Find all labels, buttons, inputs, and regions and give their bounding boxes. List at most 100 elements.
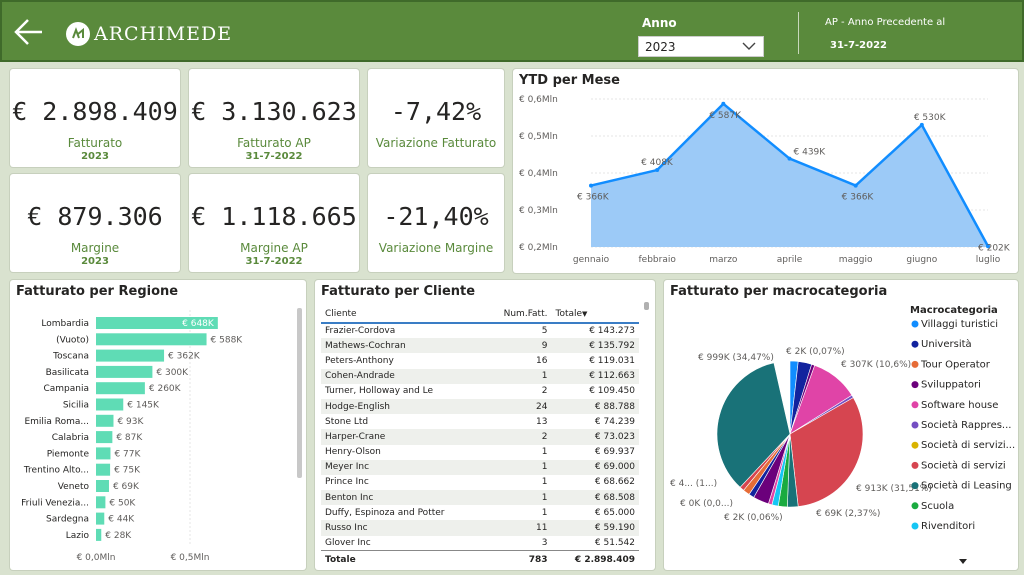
data-point[interactable] <box>787 156 792 161</box>
table-row[interactable]: Frazier-Cordova 5 € 143.273 <box>321 323 639 338</box>
kpi-margine-ap[interactable]: € 1.118.665 Margine AP 31-7-2022 <box>189 174 359 272</box>
legend-marker <box>911 502 919 510</box>
cell-numfatt: 11 <box>484 520 552 536</box>
chart-scrollbar[interactable] <box>297 308 302 478</box>
table-row[interactable]: Duffy, Espinoza and Potter 1 € 65.000 <box>321 505 639 520</box>
table-row[interactable]: Cohen-Andrade 1 € 112.663 <box>321 368 639 384</box>
legend-marker <box>911 421 919 429</box>
kpi-margine[interactable]: € 879.306 Margine 2023 <box>10 174 180 272</box>
cell-totale: € 69.000 <box>551 459 639 475</box>
bar[interactable] <box>96 528 102 541</box>
x-tick-label: luglio <box>976 255 1001 265</box>
kpi-value: € 2.898.409 <box>12 97 178 126</box>
slice-label: € 913K (31,51%) <box>856 484 932 494</box>
table-row[interactable]: Russo Inc 11 € 59.190 <box>321 520 639 536</box>
data-point[interactable] <box>655 168 660 173</box>
client-table: Cliente Num.Fatt. Totale▼ Frazier-Cordov… <box>321 305 639 569</box>
col-header-numfatt[interactable]: Num.Fatt. <box>484 305 552 324</box>
table-row[interactable]: Mathews-Cochran 9 € 135.792 <box>321 338 639 354</box>
bar[interactable] <box>96 349 165 362</box>
ytd-chart-panel[interactable]: YTD per Mese € 0,6Mln € 0,5Mln € 0,4Mln € 0… <box>513 69 1018 273</box>
table-scrollbar[interactable] <box>644 302 649 310</box>
table-row[interactable]: Hodge-English 24 € 88.788 <box>321 398 639 415</box>
data-label: € 362K <box>168 352 201 362</box>
legend-item[interactable]: Università <box>921 338 972 350</box>
table-row[interactable]: Benton Inc 1 € 68.508 <box>321 490 639 506</box>
legend-scroll-down-icon[interactable] <box>959 559 967 564</box>
data-point[interactable] <box>589 183 593 188</box>
legend-item[interactable]: Sviluppatori <box>921 380 981 391</box>
kpi-fatturato[interactable]: € 2.898.409 Fatturato 2023 <box>10 69 180 167</box>
bar[interactable] <box>96 414 114 427</box>
bar[interactable] <box>96 447 111 460</box>
table-row[interactable]: Peters-Anthony 16 € 119.031 <box>321 353 639 368</box>
pie-slice[interactable] <box>789 397 864 507</box>
kpi-value: € 879.306 <box>27 202 163 231</box>
table-row[interactable]: Prince Inc 1 € 68.662 <box>321 475 639 490</box>
bar[interactable] <box>96 333 207 346</box>
region-bar-chart[interactable]: Lombardia € 648K (Vuoto) € 588K Toscana € 362… <box>10 280 306 570</box>
cell-cliente: Glover Inc <box>325 537 371 548</box>
table-row[interactable]: Stone Ltd 13 € 74.239 <box>321 414 639 429</box>
cell-totale: € 119.031 <box>589 355 635 366</box>
table-row[interactable]: Henry-Olson 1 € 69.937 <box>321 445 639 460</box>
data-point[interactable] <box>721 101 726 106</box>
legend-item[interactable]: Società di servizi... <box>921 439 1015 451</box>
kpi-variazione-fatturato[interactable]: -7,42% Variazione Fatturato <box>368 69 504 167</box>
legend-item[interactable]: Rivenditori <box>921 521 975 532</box>
bar[interactable] <box>96 512 105 525</box>
cell-cliente: Prince Inc <box>325 477 369 488</box>
bar[interactable] <box>96 365 153 378</box>
bar[interactable] <box>96 398 124 411</box>
bar[interactable] <box>96 317 218 329</box>
cell-numfatt: 1 <box>484 490 552 506</box>
kpi-variazione-margine[interactable]: -21,40% Variazione Margine <box>368 174 504 272</box>
client-table-panel[interactable]: Fatturato per Cliente Cliente Num.Fatt. … <box>315 280 655 570</box>
col-header-cliente[interactable]: Cliente <box>321 305 485 324</box>
kpi-fatturato-ap[interactable]: € 3.130.623 Fatturato AP 31-7-2022 <box>189 69 359 167</box>
legend-item[interactable]: Società di servizi <box>921 459 1006 471</box>
ytd-area-chart[interactable]: € 0,6Mln € 0,5Mln € 0,4Mln € 0,3Mln € 0,2Mln… <box>513 69 1018 273</box>
bar[interactable] <box>96 496 106 509</box>
cell-numfatt: 1 <box>484 459 552 475</box>
x-tick-label: giugno <box>906 255 937 265</box>
table-row[interactable]: Turner, Holloway and Le 2 € 109.450 <box>321 384 639 399</box>
table-row[interactable]: Glover Inc 3 € 51.542 <box>321 536 639 551</box>
category-pie-chart[interactable]: € 2K (0,07%) € 307K (10,6%) € 913K (31,51%… <box>664 280 1018 570</box>
data-point[interactable] <box>919 122 924 127</box>
cell-totale: € 143.273 <box>589 326 635 337</box>
legend-item[interactable]: Scuola <box>921 501 954 512</box>
col-header-totale[interactable]: Totale▼ <box>551 305 639 324</box>
kpi-label: Fatturato AP <box>237 136 311 150</box>
data-point[interactable] <box>986 244 990 249</box>
bar[interactable] <box>96 480 109 492</box>
legend-marker <box>911 522 919 530</box>
pie-slice[interactable] <box>716 362 791 488</box>
table-row[interactable]: Meyer Inc 1 € 69.000 <box>321 459 639 475</box>
cell-totale: € 109.450 <box>589 386 635 397</box>
legend-item[interactable]: Software house <box>921 400 998 411</box>
bar[interactable] <box>96 382 145 395</box>
legend-item[interactable]: Villaggi turistici <box>921 319 998 330</box>
year-label: Anno <box>642 16 677 30</box>
legend-item[interactable]: Tour Operator <box>920 359 991 370</box>
region-chart-panel[interactable]: Fatturato per Regione Lombardia € 648K (Vu… <box>10 280 306 570</box>
year-value: 2023 <box>645 40 676 54</box>
chart-title: Fatturato per Regione <box>16 284 179 299</box>
bar[interactable] <box>96 463 111 476</box>
slice-label: € 999K (34,47%) <box>698 353 774 363</box>
kpi-value: € 3.130.623 <box>191 97 357 126</box>
legend-item[interactable]: Società di Leasing <box>921 480 1012 492</box>
data-point[interactable] <box>853 183 858 188</box>
cell-numfatt: 3 <box>541 537 548 548</box>
y-tick-label: € 0,3Mln <box>519 206 558 216</box>
year-dropdown[interactable]: 2023 <box>638 36 764 57</box>
data-label: € 75K <box>114 466 141 476</box>
category-chart-panel[interactable]: Fatturato per macrocategoria € 2K (0,07%… <box>664 280 1018 570</box>
bar[interactable] <box>96 431 113 444</box>
legend-item[interactable]: Società Rappres... <box>921 419 1011 431</box>
back-arrow-icon[interactable] <box>12 14 48 50</box>
table-row[interactable]: Harper-Crane 2 € 73.023 <box>321 429 639 445</box>
x-tick-label: € 0,0Mln <box>77 553 116 563</box>
cell-numfatt: 5 <box>541 326 548 337</box>
